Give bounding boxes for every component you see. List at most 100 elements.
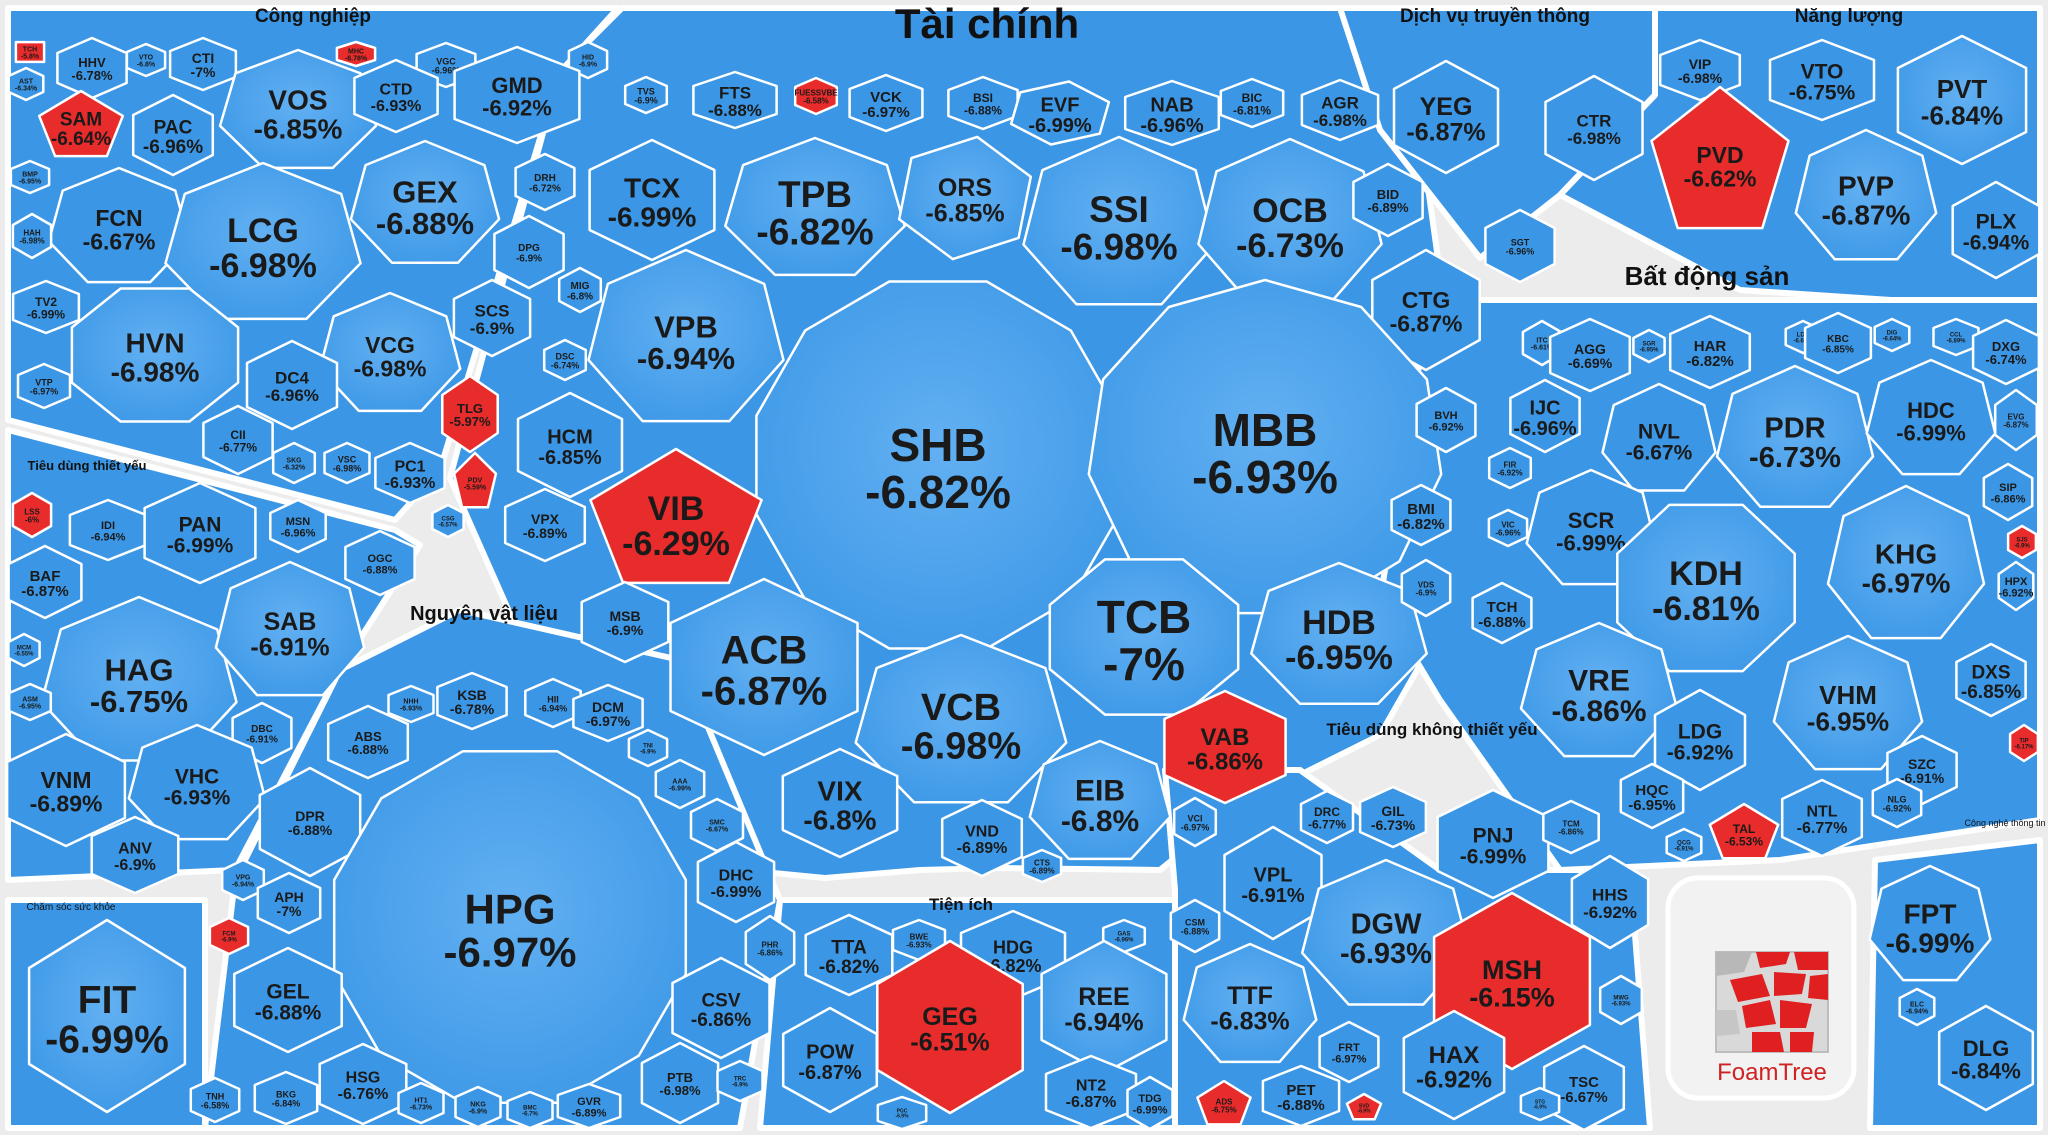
cell-vpl-tieu-dung-khong-thiet-yeu[interactable] (1223, 825, 1323, 941)
cell-vre-bat-dong-san[interactable] (1519, 621, 1679, 758)
cell-vnd-tai-chinh[interactable] (940, 798, 1024, 878)
cell-fuessvbe-tai-chinh[interactable] (793, 76, 839, 116)
cell-dhc-nguyen-vat-lieu[interactable] (696, 840, 776, 924)
cell-nvl-bat-dong-san[interactable] (1601, 382, 1717, 492)
cell-ijc-bat-dong-san[interactable] (1509, 378, 1581, 454)
cell-pvp-nang-luong[interactable] (1794, 128, 1938, 261)
cell-csg-cong-nghiep[interactable] (431, 503, 465, 539)
cell-trc-nguyen-vat-lieu[interactable] (716, 1059, 764, 1103)
cell-dxs-bat-dong-san[interactable] (1955, 642, 2027, 718)
cell-vhm-bat-dong-san[interactable] (1772, 634, 1924, 771)
cell-sgr-bat-dong-san[interactable] (1632, 328, 1666, 364)
cell-tch-bat-dong-san[interactable] (1471, 581, 1533, 645)
cell-ht1-nguyen-vat-lieu[interactable] (397, 1081, 445, 1125)
cell-vib-tai-chinh[interactable] (589, 447, 763, 585)
cell-pgc-tien-ich[interactable] (876, 1095, 928, 1131)
cell-mhc-cong-nghiep[interactable] (335, 40, 377, 68)
cell-gex-cong-nghiep[interactable] (349, 139, 501, 264)
cell-hhs-tieu-dung-khong-thiet-yeu[interactable] (1570, 854, 1650, 950)
cell-drh-cong-nghiep[interactable] (514, 152, 576, 212)
cell-sab-tieu-dung-thiet-yeu[interactable] (214, 560, 366, 697)
cell-acb-tai-chinh[interactable] (669, 577, 859, 757)
cell-bic-tai-chinh[interactable] (1219, 77, 1285, 129)
cell-nt2-tien-ich[interactable] (1044, 1054, 1138, 1130)
cell-pvd-nang-luong[interactable] (1650, 85, 1790, 230)
cell-sip-bat-dong-san[interactable] (1982, 462, 2034, 522)
cell-pc1-cong-nghiep[interactable] (374, 441, 446, 505)
cell-tcb-tai-chinh[interactable] (1048, 558, 1240, 716)
cell-anv-tieu-dung-thiet-yeu[interactable] (90, 815, 180, 895)
cell-eib-tai-chinh[interactable] (1028, 739, 1172, 861)
cell-dig-bat-dong-san[interactable] (1873, 317, 1911, 353)
cell-pdv-cong-nghiep[interactable] (452, 451, 498, 509)
cell-bkg-nguyen-vat-lieu[interactable] (253, 1070, 319, 1126)
cell-tnh-cham-soc-suc-khoe[interactable] (189, 1076, 241, 1124)
cell-lss-tieu-dung-thiet-yeu[interactable] (11, 491, 53, 539)
cell-gel-nguyen-vat-lieu[interactable] (233, 946, 343, 1054)
cell-pet-tieu-dung-khong-thiet-yeu[interactable] (1261, 1064, 1341, 1128)
cell-vpx-tai-chinh[interactable] (503, 487, 587, 563)
cell-tvs-tai-chinh[interactable] (623, 75, 669, 115)
cell-mwg-tieu-dung-khong-thiet-yeu[interactable] (1598, 974, 1644, 1026)
cell-pvt-nang-luong[interactable] (1896, 34, 2028, 166)
cell-hah-cong-nghiep[interactable] (11, 212, 53, 260)
cell-msn-tieu-dung-thiet-yeu[interactable] (269, 498, 327, 554)
cell-elc-cong-nghe-thong-tin[interactable] (1898, 987, 1936, 1027)
cell-khg-bat-dong-san[interactable] (1826, 484, 1986, 640)
cell-kdh-bat-dong-san[interactable] (1616, 503, 1796, 673)
cell-nhh-nguyen-vat-lieu[interactable] (387, 684, 435, 724)
cell-scs-cong-nghiep[interactable] (452, 278, 532, 358)
cell-svd-tieu-dung-khong-thiet-yeu[interactable] (1345, 1092, 1383, 1121)
cell-lcg-cong-nghiep[interactable] (164, 161, 362, 321)
cell-mig-tai-chinh[interactable] (557, 266, 603, 314)
cell-pac-cong-nghiep[interactable] (131, 93, 215, 177)
cell-bmc-nguyen-vat-lieu[interactable] (506, 1090, 554, 1130)
cell-tv2-cong-nghiep[interactable] (11, 279, 81, 335)
cell-tsc-tieu-dung-khong-thiet-yeu[interactable] (1542, 1044, 1626, 1132)
cell-hid-cong-nghiep[interactable] (567, 40, 609, 80)
cell-dcm-nguyen-vat-lieu[interactable] (572, 683, 644, 743)
cell-qcg-bat-dong-san[interactable] (1665, 827, 1703, 863)
cell-frt-tieu-dung-khong-thiet-yeu[interactable] (1318, 1020, 1380, 1084)
cell-dpr-nguyen-vat-lieu[interactable] (258, 766, 362, 878)
cell-phr-nguyen-vat-lieu[interactable] (744, 914, 796, 982)
cell-dsc-tai-chinh[interactable] (542, 338, 588, 382)
cell-dpg-cong-nghiep[interactable] (493, 214, 565, 290)
cell-cii-cong-nghiep[interactable] (202, 404, 274, 476)
cell-csv-nguyen-vat-lieu[interactable] (671, 956, 771, 1060)
cell-dlg-cong-nghe-thong-tin[interactable] (1937, 1004, 2035, 1112)
cell-pow-tien-ich[interactable] (781, 1006, 879, 1114)
cell-tcx-tai-chinh[interactable] (588, 138, 716, 262)
cell-baf-tieu-dung-thiet-yeu[interactable] (7, 544, 83, 620)
cell-agg-bat-dong-san[interactable] (1548, 317, 1632, 393)
cell-fpt-cong-nghe-thong-tin[interactable] (1868, 864, 1992, 982)
cell-vip-nang-luong[interactable] (1658, 38, 1742, 102)
cell-vab-tai-chinh[interactable] (1163, 689, 1287, 805)
cell-ptb-nguyen-vat-lieu[interactable] (640, 1041, 720, 1125)
cell-fts-tai-chinh[interactable] (692, 70, 778, 130)
cell-bmp-cong-nghiep[interactable] (9, 159, 51, 195)
cell-vds-tai-chinh[interactable] (1400, 558, 1452, 618)
cell-msb-tai-chinh[interactable] (580, 580, 670, 664)
cell-vcb-tai-chinh[interactable] (854, 633, 1068, 804)
cell-pan-tieu-dung-thiet-yeu[interactable] (143, 481, 257, 585)
cell-sjs-bat-dong-san[interactable] (2006, 524, 2038, 560)
cell-ast-cong-nghiep[interactable] (7, 66, 45, 102)
cell-hcm-tai-chinh[interactable] (516, 391, 624, 499)
cell-stg-tieu-dung-khong-thiet-yeu[interactable] (1519, 1086, 1561, 1122)
cell-har-bat-dong-san[interactable] (1668, 314, 1752, 390)
cell-tip-bat-dong-san[interactable] (2008, 723, 2040, 763)
cell-pdr-bat-dong-san[interactable] (1715, 364, 1875, 508)
cell-sgt-dich-vu-truyen-thong[interactable] (1484, 208, 1556, 284)
cell-hax-tieu-dung-khong-thiet-yeu[interactable] (1402, 1009, 1506, 1121)
cell-hpx-bat-dong-san[interactable] (1997, 560, 2035, 612)
cell-drc-tieu-dung-khong-thiet-yeu[interactable] (1299, 789, 1355, 845)
cell-gmd-cong-nghiep[interactable] (453, 45, 581, 145)
cell-ksb-nguyen-vat-lieu[interactable] (436, 671, 508, 731)
cell-ctg-tai-chinh[interactable] (1371, 248, 1481, 372)
cell-fit-cham-soc-suc-khoe[interactable] (27, 918, 187, 1114)
cell-dgw-tieu-dung-khong-thiet-yeu[interactable] (1300, 858, 1472, 1006)
cell-bid-tai-chinh[interactable] (1352, 162, 1424, 238)
cell-evg-bat-dong-san[interactable] (1993, 388, 2039, 452)
cell-aph-nguyen-vat-lieu[interactable] (256, 871, 322, 935)
